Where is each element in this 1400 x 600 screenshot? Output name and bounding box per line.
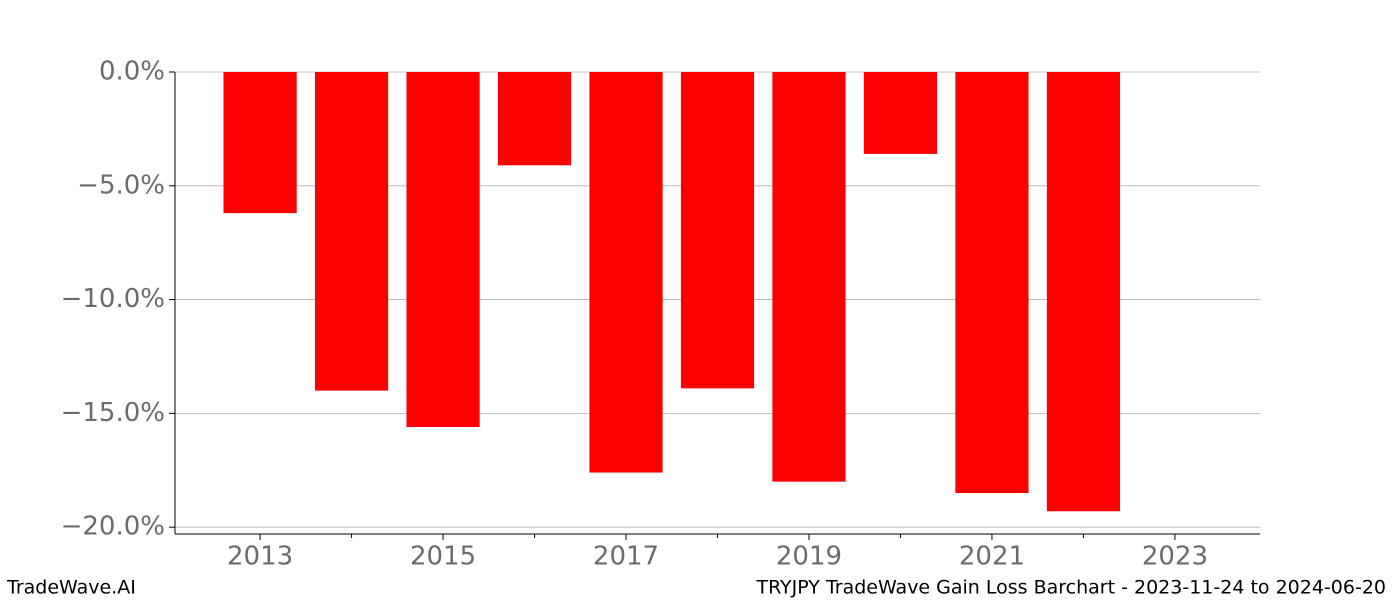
- bar: [314, 72, 389, 391]
- bar: [772, 72, 846, 482]
- y-tick-label: −5.0%: [77, 170, 165, 200]
- bar: [680, 72, 755, 389]
- x-tick-label: 2015: [410, 542, 476, 572]
- bar: [589, 72, 663, 473]
- y-tick-label: −20.0%: [61, 512, 165, 542]
- bar: [223, 72, 297, 214]
- y-tick-label: −10.0%: [61, 284, 165, 314]
- bar: [863, 72, 938, 154]
- y-tick-label: −15.0%: [61, 398, 165, 428]
- watermark: TradeWave.AI: [6, 577, 136, 599]
- x-tick-label: 2017: [593, 542, 659, 572]
- x-tick-label: 2019: [776, 542, 842, 572]
- y-tick-label: 0.0%: [99, 57, 165, 87]
- bar: [1046, 72, 1121, 512]
- chart-title: TRYJPY TradeWave Gain Loss Barchart - 20…: [755, 577, 1386, 599]
- bar: [497, 72, 572, 166]
- bar: [955, 72, 1029, 494]
- bar: [406, 72, 480, 428]
- x-tick-label: 2023: [1142, 542, 1208, 572]
- x-tick-label: 2021: [959, 542, 1025, 572]
- x-tick-label: 2013: [227, 542, 293, 572]
